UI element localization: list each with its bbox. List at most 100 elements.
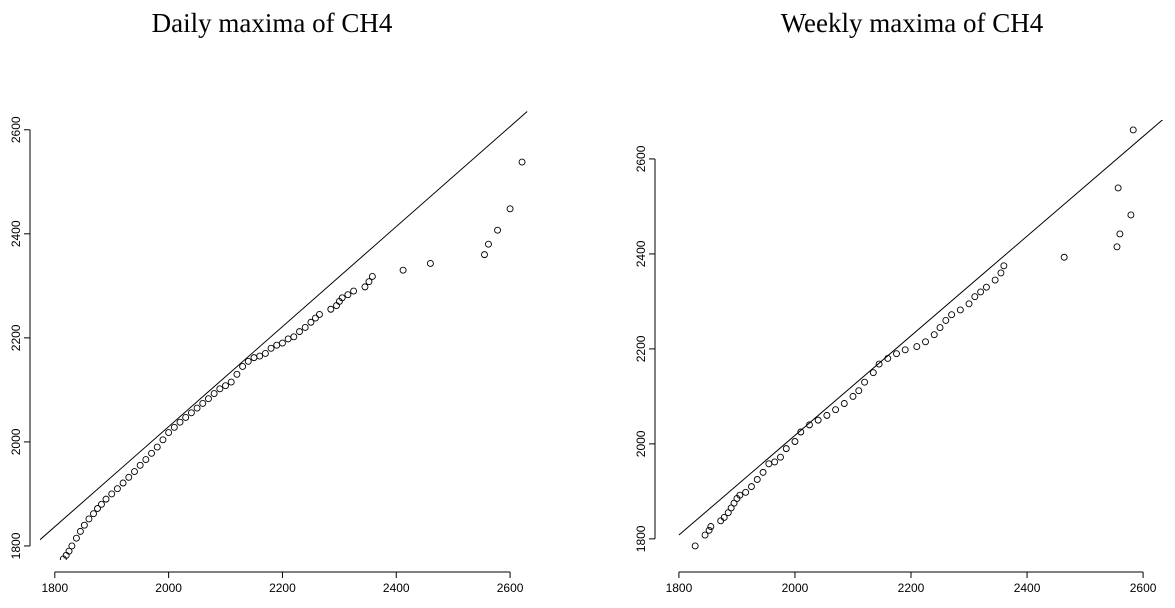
y-tick-label: 2000 <box>634 430 648 457</box>
x-tick-label: 2200 <box>898 581 925 595</box>
point <box>930 331 938 339</box>
point <box>72 534 80 542</box>
y-tick-label: 2400 <box>634 240 648 267</box>
x-tick-label: 2000 <box>155 581 182 595</box>
point <box>205 395 212 403</box>
point <box>98 500 105 508</box>
point <box>840 400 848 407</box>
point <box>705 526 713 534</box>
point <box>267 344 275 352</box>
point <box>832 406 840 414</box>
point <box>222 382 229 390</box>
point <box>942 316 950 324</box>
point <box>333 302 340 310</box>
x-tick-label: 1800 <box>41 581 68 595</box>
point <box>814 416 822 424</box>
point <box>997 269 1005 277</box>
reference-line <box>678 120 1164 536</box>
point <box>855 387 863 395</box>
chart-title: Daily maxima of CH4 <box>152 8 393 38</box>
point <box>991 276 999 284</box>
point <box>765 460 773 468</box>
point <box>518 158 526 166</box>
x-tick-label: 2600 <box>497 581 524 595</box>
x-tick-label: 2400 <box>1014 581 1041 595</box>
point <box>506 205 514 213</box>
point <box>119 479 127 487</box>
point <box>80 521 88 529</box>
point <box>884 354 892 362</box>
point <box>982 283 990 291</box>
point <box>893 350 900 358</box>
point <box>239 363 247 370</box>
point <box>131 468 138 476</box>
y-tick-label: 2600 <box>634 145 648 172</box>
point <box>791 438 799 445</box>
point <box>193 404 201 412</box>
point <box>244 357 252 365</box>
point <box>368 273 376 280</box>
point <box>494 226 502 234</box>
point <box>782 445 790 453</box>
point <box>250 354 258 362</box>
point <box>861 378 869 386</box>
point <box>90 510 97 518</box>
chart-title: Weekly maxima of CH4 <box>781 8 1044 38</box>
point <box>142 456 150 464</box>
point <box>176 418 184 426</box>
y-tick-label: 2200 <box>9 324 23 351</box>
point <box>875 360 883 368</box>
point <box>1113 243 1121 251</box>
point <box>199 399 207 407</box>
point <box>365 278 373 286</box>
point <box>691 542 699 550</box>
point <box>301 324 309 331</box>
x-tick-label: 2200 <box>269 581 296 595</box>
point <box>485 240 492 248</box>
point <box>717 517 725 525</box>
point <box>327 305 335 313</box>
y-tick-label: 2200 <box>634 335 648 362</box>
point <box>748 483 755 491</box>
x-tick-label: 1800 <box>666 581 693 595</box>
point <box>965 300 973 308</box>
point <box>759 468 767 476</box>
point <box>296 328 303 336</box>
point <box>210 390 218 397</box>
point <box>159 436 167 444</box>
point <box>753 476 761 483</box>
point <box>736 491 744 499</box>
y-tick-label: 2600 <box>9 116 23 143</box>
point <box>273 341 281 349</box>
point <box>701 531 709 539</box>
point <box>256 352 264 360</box>
plot-area <box>678 120 1164 550</box>
y-tick-label: 2000 <box>9 428 23 455</box>
point <box>307 318 315 326</box>
point <box>350 287 358 295</box>
point <box>707 523 715 530</box>
point <box>108 490 116 498</box>
x-tick-label: 2000 <box>782 581 809 595</box>
point <box>85 515 93 523</box>
point <box>777 453 784 461</box>
point <box>956 306 964 314</box>
point <box>1127 211 1135 219</box>
point <box>849 392 857 400</box>
reference-line <box>40 111 528 541</box>
point <box>315 311 323 318</box>
point <box>913 343 921 350</box>
point <box>771 458 779 466</box>
point <box>936 324 944 331</box>
point <box>278 339 286 347</box>
x-tick-label: 2400 <box>383 581 410 595</box>
point <box>338 294 346 302</box>
y-tick-label: 1800 <box>9 532 23 559</box>
point <box>922 338 929 346</box>
point <box>1114 184 1122 192</box>
point <box>290 333 298 341</box>
point <box>948 311 956 319</box>
point <box>227 378 235 386</box>
